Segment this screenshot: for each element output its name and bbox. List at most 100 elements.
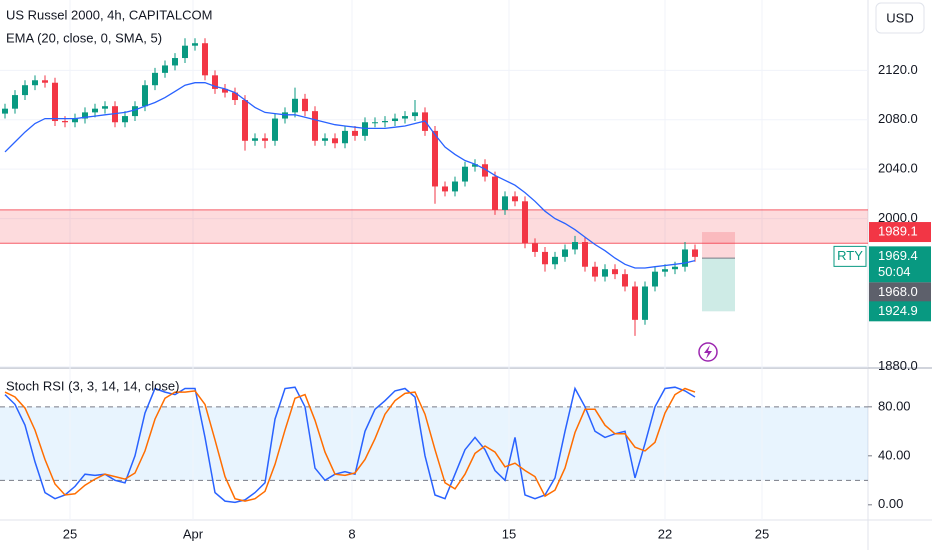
candle-body [682,249,688,267]
candle-body [542,251,548,265]
position-reward [702,258,735,312]
currency-button[interactable] [875,2,925,34]
candle-body [52,82,58,122]
indicator-label: EMA (20, close, 0, SMA, 5) [6,30,162,45]
candle-body [532,243,538,252]
candle-body [632,286,638,320]
x-tick-label: 15 [502,526,516,541]
candle-body [472,164,478,167]
x-tick-label: 22 [658,526,672,541]
candle-body [142,85,148,107]
candle-body [212,75,218,89]
candle-body [272,118,278,141]
candle-body [692,249,698,257]
y-tick-label: 2000.0 [878,210,918,225]
candle-body [42,80,48,83]
candle-body [132,106,138,117]
candle-body [222,88,228,93]
y-tick-label: 2080.0 [878,111,918,126]
x-tick-label: 8 [348,526,355,541]
candle-body [492,176,498,210]
candle-body [232,92,238,101]
candle-body [442,186,448,192]
candle-body [182,45,188,59]
last-price-label: 1969.4 [878,248,918,263]
candle-body [162,65,168,73]
candle-body [172,58,178,66]
candle-body [662,269,668,272]
x-tick-label: 25 [63,526,77,541]
alert-bolt [704,345,712,359]
candle-body [282,112,288,119]
candle-body [642,286,648,320]
candle-body [602,269,608,277]
ema-line [4,82,696,269]
last-price-box [869,246,931,283]
candle-body [372,122,378,124]
x-tick-label: Apr [183,526,204,541]
price-label-box [869,222,931,243]
y-tick-label: 2120.0 [878,62,918,77]
candle-body [262,138,268,141]
symbol-box [833,245,867,267]
chart-title: US Russel 2000, 4h, CAPITALCOM [6,7,212,22]
stoch-line [4,386,696,504]
stoch-line [4,387,696,502]
candle-body [152,72,158,86]
candle-body [322,138,328,141]
position-risk [702,232,735,259]
candle-body [332,138,338,144]
y-tick-label: 1880.0 [878,358,918,373]
candle-body [252,138,258,141]
entry-label-box [869,282,931,303]
target-label-box [869,301,931,322]
candle-body [32,80,38,86]
x-tick-label: 25 [755,526,769,541]
candle-body [382,121,388,123]
candle-body [652,271,658,287]
candle-body [312,111,318,141]
candle-body [412,112,418,117]
currency-label[interactable]: USD [886,10,913,25]
candle-body [452,181,458,192]
stoch-tick-label: 0.00 [878,496,903,511]
countdown-label: 50:04 [878,264,911,279]
alert-icon[interactable] [698,342,718,362]
candle-body [352,130,358,136]
candle-body [2,108,8,114]
stop-label: 1989.1 [878,223,918,238]
candle-body [582,242,588,267]
candle-body [502,196,508,210]
stoch-tick-label: 40.00 [878,447,911,462]
candle-body [82,112,88,119]
candle-body [302,98,308,112]
candle-body [612,269,618,275]
candle-body [392,118,398,122]
candle-body [622,274,628,287]
entry-label: 1968.0 [878,284,918,299]
candle-body [342,130,348,144]
candle-body [592,266,598,277]
candle-body [462,166,468,182]
candle-body [482,164,488,177]
candle-body [102,106,108,109]
candle-body [122,116,128,123]
candle-body [432,130,438,187]
candle-body [512,196,518,202]
candle-body [192,43,198,46]
zone [0,209,868,244]
candle-body [672,266,678,270]
candle-body [402,116,408,119]
stoch-title: Stoch RSI (3, 3, 14, 14, close) [6,378,179,393]
candle-body [22,85,28,96]
candle-body [202,43,208,76]
candle-body [572,242,578,250]
candle-body [292,98,298,113]
candle-body [552,256,558,265]
candle-body [72,118,78,123]
y-tick-label: 2040.0 [878,161,918,176]
candle-body [12,95,18,109]
candle-body [92,108,98,113]
stoch-tick-label: 80.00 [878,398,911,413]
